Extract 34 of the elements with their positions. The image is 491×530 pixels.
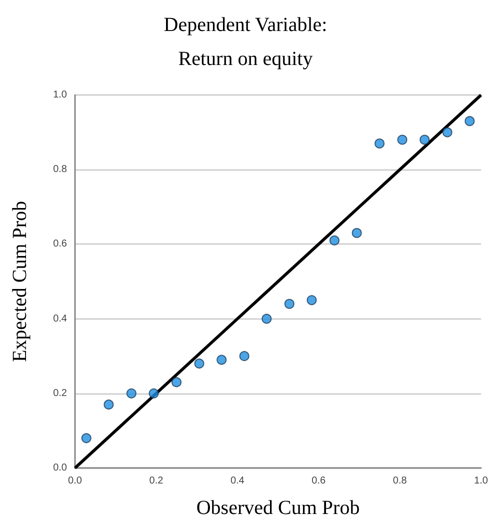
point [194, 358, 204, 369]
point [104, 400, 114, 410]
y-axis-title: Expected Cum Prob [9, 200, 31, 362]
point [374, 138, 385, 148]
point [81, 433, 92, 444]
x-tick-label: 0.4 [230, 476, 245, 486]
x-axis-title: Observed Cum Prob [196, 497, 360, 519]
point [284, 298, 294, 309]
x-tick-label: 0.8 [392, 476, 408, 486]
point [420, 134, 430, 145]
point [464, 116, 475, 126]
point [306, 295, 317, 306]
x-tick-label: 1.0 [474, 476, 488, 486]
point [148, 388, 159, 398]
chart-title: Dependent Variable: [164, 14, 328, 36]
x-tick-label: 0.0 [68, 476, 82, 486]
point [239, 351, 250, 362]
y-tick-label: 0.8 [53, 164, 68, 176]
point [172, 377, 182, 388]
y-tick-label: 0.0 [53, 462, 68, 474]
y-tick-label: 0.2 [53, 388, 68, 399]
point [262, 314, 272, 324]
point [216, 354, 227, 365]
point [126, 388, 136, 398]
y-tick-label: 0.6 [53, 238, 68, 250]
point [442, 127, 452, 138]
point [329, 235, 340, 246]
x-tick-label: 0.2 [149, 476, 164, 486]
y-tick-label: 0.4 [53, 313, 68, 324]
chart-subtitle: Return on equity [178, 48, 313, 70]
x-tick-label: 0.6 [312, 476, 326, 486]
y-tick-label: 1.0 [53, 90, 68, 100]
point [397, 134, 408, 145]
point [352, 228, 362, 238]
